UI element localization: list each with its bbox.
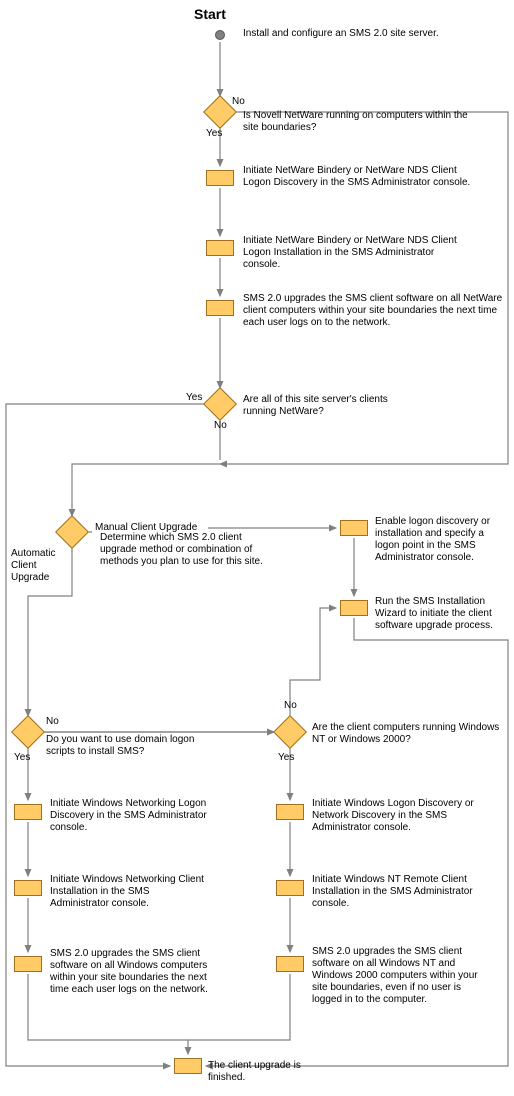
decision-domain-scripts: [11, 715, 45, 749]
process-finished-text: The client upgrade is finished.: [208, 1060, 328, 1084]
process-enable-logon: [340, 520, 368, 536]
edge-manual: Manual Client Upgrade: [95, 522, 197, 533]
process-win-logon-discovery-text: Initiate Windows Logon Discovery or Netw…: [312, 798, 482, 834]
start-terminator: [215, 30, 225, 40]
process-win-nt-remote-text: Initiate Windows NT Remote Client Instal…: [312, 874, 482, 910]
install-text: Install and configure an SMS 2.0 site se…: [243, 28, 503, 40]
edge-yes-netware: Yes: [206, 128, 222, 139]
process-upgrade-netware: [206, 300, 234, 316]
process-upgrade-windows: [14, 956, 42, 972]
start-label: Start: [194, 6, 226, 22]
process-win-net-discovery-text: Initiate Windows Networking Logon Discov…: [50, 798, 210, 834]
decision-nt-2000: [273, 715, 307, 749]
decision-method-text: Determine which SMS 2.0 client upgrade m…: [100, 532, 280, 568]
process-win-logon-discovery: [276, 804, 304, 820]
edge-yes-nt: Yes: [278, 752, 294, 763]
process-upgrade-nt2000-text: SMS 2.0 upgrades the SMS client software…: [312, 946, 492, 1006]
decision-method: [55, 515, 89, 549]
process-win-net-install: [14, 880, 42, 896]
edge-auto-1: Automatic: [11, 548, 55, 559]
edge-auto-3: Upgrade: [11, 572, 49, 583]
decision-all-netware: [203, 387, 237, 421]
process-win-net-install-text: Initiate Windows Networking Client Insta…: [50, 874, 210, 910]
process-bindery-install-text: Initiate NetWare Bindery or NetWare NDS …: [243, 235, 473, 271]
process-enable-logon-text: Enable logon discovery or installation a…: [375, 516, 505, 564]
edge-no-all: No: [214, 420, 227, 431]
process-upgrade-windows-text: SMS 2.0 upgrades the SMS client software…: [50, 948, 210, 996]
decision-netware-text: Is Novell NetWare running on computers w…: [243, 110, 473, 134]
decision-domain-scripts-text: Do you want to use domain logon scripts …: [46, 734, 196, 758]
process-bindery-discovery-text: Initiate NetWare Bindery or NetWare NDS …: [243, 165, 473, 189]
process-bindery-install: [206, 240, 234, 256]
edge-yes-scripts: Yes: [14, 752, 30, 763]
edge-yes-all: Yes: [186, 392, 202, 403]
decision-nt-2000-text: Are the client computers running Windows…: [312, 722, 502, 746]
process-finished: [174, 1058, 202, 1074]
process-bindery-discovery: [206, 170, 234, 186]
process-win-nt-remote: [276, 880, 304, 896]
decision-all-netware-text: Are all of this site server's clients ru…: [243, 394, 423, 418]
edge-auto-2: Client: [11, 560, 37, 571]
process-run-wizard-text: Run the SMS Installation Wizard to initi…: [375, 596, 505, 632]
process-run-wizard: [340, 600, 368, 616]
edge-no-netware: No: [232, 96, 245, 107]
process-upgrade-netware-text: SMS 2.0 upgrades the SMS client software…: [243, 293, 503, 329]
edge-no-scripts: No: [46, 716, 59, 727]
process-win-net-discovery: [14, 804, 42, 820]
process-upgrade-nt2000: [276, 956, 304, 972]
edge-no-nt: No: [284, 700, 297, 711]
